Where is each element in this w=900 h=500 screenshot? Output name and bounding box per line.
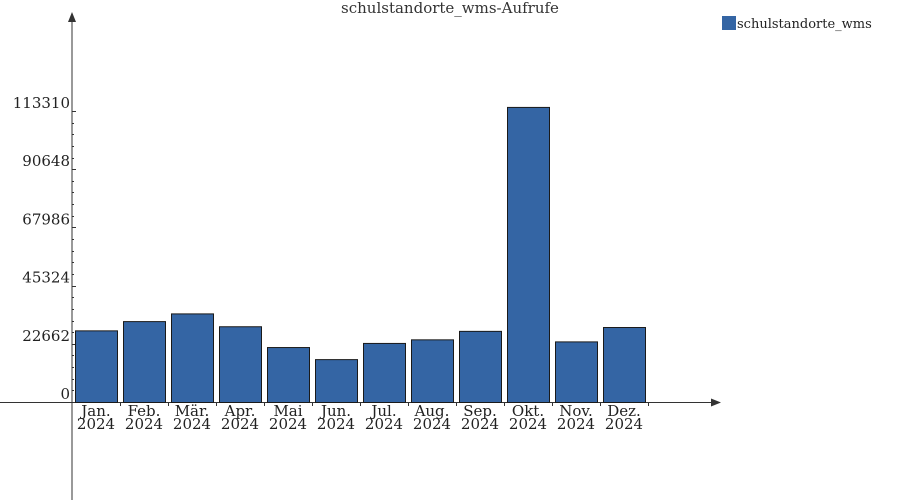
bar-jul	[363, 342, 406, 403]
bar-okt	[507, 106, 550, 404]
x-tick-label-year: 2024	[605, 415, 643, 433]
y-tick-label: 45324	[22, 269, 70, 287]
bar-aug	[411, 339, 454, 404]
x-tick-label-month: Okt.	[512, 402, 544, 420]
x-tick-label: Apr. 2024	[221, 402, 259, 433]
x-tick-label-month: Dez.	[607, 402, 641, 420]
x-tick-label-month: Nov.	[559, 402, 593, 420]
bar-apr	[219, 326, 262, 403]
x-tick-label: Feb. 2024	[125, 402, 163, 433]
y-axis-arrow	[68, 12, 76, 22]
bars	[75, 106, 646, 404]
x-tick-label-month: Feb.	[128, 402, 161, 420]
x-tick-label: Dez. 2024	[605, 402, 643, 433]
bar-mai	[267, 347, 310, 404]
y-tick-label: 22662	[22, 327, 70, 345]
x-tick-label-year: 2024	[509, 415, 547, 433]
x-tick-label: Nov. 2024	[557, 402, 595, 433]
x-tick-label-year: 2024	[557, 415, 595, 433]
x-tick-label-year: 2024	[365, 415, 403, 433]
x-tick-label: Sep. 2024	[461, 402, 499, 433]
legend-swatch-schulstandorte-wms	[722, 16, 736, 30]
chart-title: schulstandorte_wms-Aufrufe	[341, 0, 559, 17]
x-tick-label-year: 2024	[269, 415, 307, 433]
y-tick-label: 67986	[22, 210, 70, 228]
x-axis-arrow	[711, 398, 721, 407]
legend-label-schulstandorte-wms: schulstandorte_wms	[737, 17, 872, 32]
bar-nov	[555, 341, 598, 403]
x-tick-label-month: Mär.	[175, 402, 210, 420]
x-tick-label-year: 2024	[125, 415, 163, 433]
bar-jan	[75, 330, 118, 404]
x-tick-label-year: 2024	[77, 415, 115, 433]
x-tick-label-year: 2024	[317, 415, 355, 433]
x-tick-label-month: Jan.	[79, 402, 110, 420]
x-tick-label: Mär. 2024	[173, 402, 211, 433]
x-tick-label: Jan. 2024	[77, 402, 115, 433]
legend: schulstandorte_wms	[722, 16, 872, 32]
bar-mär	[171, 313, 214, 404]
x-tick-label-year: 2024	[461, 415, 499, 433]
x-tick-label-month: Apr.	[224, 402, 256, 420]
x-tick-label-month: Aug.	[414, 402, 450, 420]
x-tick-label: Mai 2024	[269, 402, 307, 433]
y-tick-label: 113310	[13, 94, 70, 112]
x-tick-label-year: 2024	[413, 415, 451, 433]
x-tick-label-month: Jul.	[369, 402, 396, 420]
bar-dez	[603, 327, 646, 404]
x-tick-label: Jul. 2024	[365, 402, 403, 433]
x-tick-label-year: 2024	[173, 415, 211, 433]
y-tick-label: 0	[60, 385, 70, 403]
bar-jun	[315, 359, 358, 403]
x-tick-label-year: 2024	[221, 415, 259, 433]
x-tick-label: Okt. 2024	[509, 402, 547, 433]
bar-feb	[123, 321, 166, 403]
x-tick-label-month: Jun.	[319, 402, 351, 420]
x-tick-label: Jun. 2024	[317, 402, 355, 433]
y-ticks: 0 22662 45324 67986 90648 113310	[13, 94, 76, 403]
x-tick-label-month: Mai	[273, 402, 302, 420]
y-tick-label: 90648	[22, 152, 70, 170]
x-tick-label: Aug. 2024	[413, 402, 451, 433]
x-tick-label-month: Sep.	[463, 402, 497, 420]
bar-sep	[459, 330, 502, 404]
